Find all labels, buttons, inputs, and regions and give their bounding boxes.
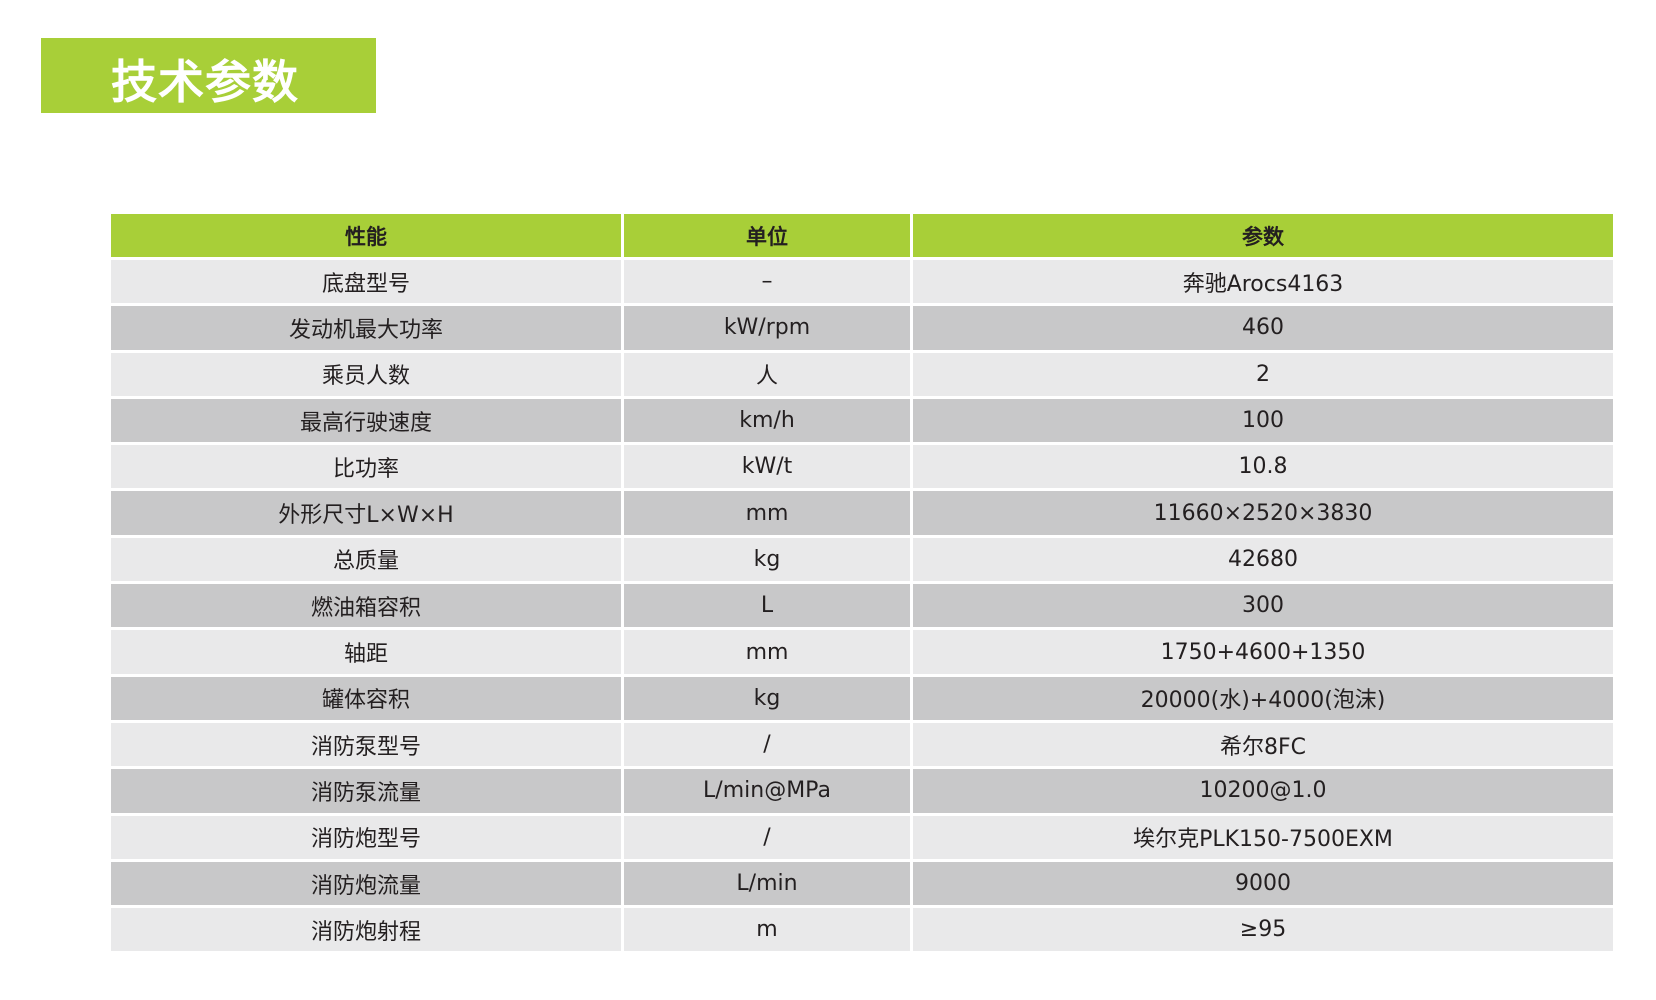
- cell-value: 42680: [913, 537, 1613, 582]
- cell-unit: m: [624, 908, 910, 952]
- spec-table: 性能 单位 参数 底盘型号 – 奔驰Arocs4163 发动机最大功率 kW/rpm 46…: [111, 214, 1613, 954]
- section-title-banner: 技术参数: [41, 38, 376, 113]
- table-row: 底盘型号 – 奔驰Arocs4163: [111, 260, 1613, 304]
- cell-performance: 总质量: [111, 537, 621, 582]
- table-header: 性能 单位 参数: [111, 214, 1613, 257]
- table-row: 外形尺寸L×W×H mm 11660×2520×3830: [111, 491, 1613, 535]
- cell-value: 2: [913, 352, 1613, 396]
- cell-unit: L/min: [624, 861, 910, 906]
- cell-unit: /: [624, 815, 910, 859]
- cell-unit: kg: [624, 537, 910, 582]
- cell-performance: 消防炮型号: [111, 815, 621, 859]
- cell-performance: 消防泵型号: [111, 722, 621, 767]
- table-row: 轴距 mm 1750+4600+1350: [111, 630, 1613, 674]
- cell-value: 10200@1.0: [913, 769, 1613, 813]
- table-row: 燃油箱容积 L 300: [111, 584, 1613, 628]
- cell-value: 460: [913, 306, 1613, 350]
- table-row: 比功率 kW/t 10.8: [111, 445, 1613, 489]
- cell-unit: /: [624, 722, 910, 767]
- table-row: 消防炮流量 L/min 9000: [111, 861, 1613, 906]
- table-row: 总质量 kg 42680: [111, 537, 1613, 582]
- cell-performance: 消防炮射程: [111, 908, 621, 952]
- header-performance: 性能: [111, 214, 621, 257]
- cell-value: 希尔8FC: [913, 722, 1613, 767]
- cell-value: 100: [913, 398, 1613, 443]
- header-unit: 单位: [624, 214, 910, 257]
- cell-unit: km/h: [624, 398, 910, 443]
- table-row: 最高行驶速度 km/h 100: [111, 398, 1613, 443]
- cell-value: 300: [913, 584, 1613, 628]
- table-row: 乘员人数人 2: [111, 352, 1613, 396]
- cell-value: 10.8: [913, 445, 1613, 489]
- cell-value: 1750+4600+1350: [913, 630, 1613, 674]
- cell-performance: 外形尺寸L×W×H: [111, 491, 621, 535]
- cell-performance: 轴距: [111, 630, 621, 674]
- cell-value: 11660×2520×3830: [913, 491, 1613, 535]
- cell-performance: 消防炮流量: [111, 861, 621, 906]
- cell-unit: mm: [624, 491, 910, 535]
- table-row: 罐体容积 kg 20000(水)+4000(泡沫): [111, 676, 1613, 720]
- cell-unit: 人: [624, 352, 910, 396]
- cell-value: 奔驰Arocs4163: [913, 260, 1613, 304]
- cell-unit: kW/t: [624, 445, 910, 489]
- header-value: 参数: [913, 214, 1613, 257]
- cell-value: 埃尔克PLK150-7500EXM: [913, 815, 1613, 859]
- table-row: 发动机最大功率 kW/rpm 460: [111, 306, 1613, 350]
- cell-performance: 消防泵流量: [111, 769, 621, 813]
- table-row: 消防炮射程 m ≥95: [111, 908, 1613, 952]
- cell-unit: L: [624, 584, 910, 628]
- cell-performance: 发动机最大功率: [111, 306, 621, 350]
- cell-unit: L/min@MPa: [624, 769, 910, 813]
- cell-performance: 燃油箱容积: [111, 584, 621, 628]
- cell-performance: 最高行驶速度: [111, 398, 621, 443]
- cell-performance: 乘员人数: [111, 352, 621, 396]
- table-row: 消防炮型号 / 埃尔克PLK150-7500EXM: [111, 815, 1613, 859]
- cell-value: 20000(水)+4000(泡沫): [913, 676, 1613, 720]
- cell-unit: mm: [624, 630, 910, 674]
- cell-unit: kW/rpm: [624, 306, 910, 350]
- cell-unit: –: [624, 260, 910, 304]
- table-row: 消防泵流量 L/min@MPa 10200@1.0: [111, 769, 1613, 813]
- cell-performance: 罐体容积: [111, 676, 621, 720]
- section-title: 技术参数: [111, 55, 299, 109]
- cell-value: 9000: [913, 861, 1613, 906]
- cell-performance: 比功率: [111, 445, 621, 489]
- cell-unit: kg: [624, 676, 910, 720]
- cell-performance: 底盘型号: [111, 260, 621, 304]
- table-row: 消防泵型号 / 希尔8FC: [111, 722, 1613, 767]
- cell-value: ≥95: [913, 908, 1613, 952]
